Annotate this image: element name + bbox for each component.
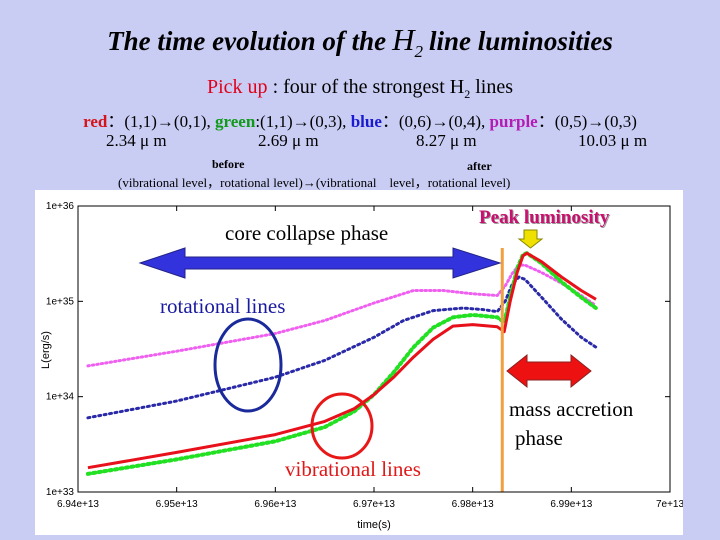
pickup-line: Pick up : four of the strongest H2 lines bbox=[0, 76, 720, 102]
series-layer bbox=[85, 251, 598, 476]
x-axis-label: time(s) bbox=[357, 519, 391, 531]
rotational-lines-label: rotational lines bbox=[160, 294, 286, 318]
core-collapse-label: core collapse phase bbox=[225, 221, 389, 245]
x-tick-label: 6.94e+13 bbox=[57, 499, 99, 510]
peak-luminosity-label: Peak luminosity bbox=[479, 207, 610, 228]
pickup-text: : four of the strongest bbox=[272, 76, 445, 98]
vibrational-lines-label: vibrational lines bbox=[285, 457, 421, 481]
pickup-post: lines bbox=[475, 76, 513, 98]
pickup-h: H bbox=[449, 76, 465, 98]
pickup-label: Pick up bbox=[207, 76, 268, 98]
mass-accretion-arrow bbox=[506, 353, 592, 389]
slide-title: The time evolution of the H2 line luminosi… bbox=[0, 22, 720, 62]
series-line-red bbox=[87, 251, 597, 470]
blue-label: blue bbox=[350, 112, 382, 131]
x-tick-label: 6.95e+13 bbox=[156, 499, 198, 510]
y-tick-label: 1e+34 bbox=[46, 392, 75, 403]
series-line-purple bbox=[86, 263, 598, 368]
x-tick-label: 6.99e+13 bbox=[550, 499, 592, 510]
line-list: red：(1,1)→(0,1), green:(1,1)→(0,3), blue… bbox=[0, 107, 720, 132]
x-tick-label: 7e+13 bbox=[656, 499, 683, 510]
vibrational-lines-circle bbox=[310, 392, 374, 460]
y-tick-label: 1e+33 bbox=[46, 487, 75, 498]
phase-label: phase bbox=[515, 426, 563, 450]
title-sub: 2 bbox=[414, 42, 424, 62]
title-text-pre: The time evolution of the bbox=[107, 26, 387, 56]
rotational-lines-circle bbox=[213, 317, 283, 413]
purple-transition: ：(0,5)→(0,3) bbox=[537, 112, 637, 131]
wavelength-purple: 10.03 μ m bbox=[578, 131, 648, 150]
green-transition: :(1,1)→(0,3), bbox=[255, 112, 347, 131]
title-text-post: line luminosities bbox=[429, 26, 613, 56]
wavelength-blue: 8.27 μ m bbox=[416, 131, 477, 150]
plot-frame bbox=[77, 205, 671, 493]
wavelength-red: 2.34 μ m bbox=[106, 131, 167, 150]
title-h2: H2 bbox=[392, 22, 423, 61]
before-label: before bbox=[212, 157, 245, 171]
mass-accretion-label: mass accretion bbox=[509, 397, 634, 421]
x-tick-label: 6.98e+13 bbox=[452, 499, 494, 510]
chart-panel: 6.94e+13 6.95e+13 6.96e+13 6.97e+13 6.98e+13… bbox=[35, 190, 683, 535]
axis-ticks: 6.94e+13 6.95e+13 6.96e+13 6.97e+13 6.98e+13… bbox=[46, 201, 683, 510]
green-label: green bbox=[215, 112, 256, 131]
luminosity-chart: 6.94e+13 6.95e+13 6.96e+13 6.97e+13 6.98e+13… bbox=[40, 201, 683, 531]
level-notation: (vibrational level，rotational level)→(vi… bbox=[118, 175, 511, 190]
y-tick-label: 1e+36 bbox=[46, 201, 75, 212]
y-tick-label: 1e+35 bbox=[46, 296, 75, 307]
y-axis-label: L(erg/s) bbox=[40, 331, 52, 369]
red-transition: ：(1,1)→(0,1), bbox=[107, 112, 211, 131]
wavelength-green: 2.69 μ m bbox=[258, 131, 319, 150]
pickup-sub: 2 bbox=[464, 87, 471, 101]
blue-transition: ：(0,6)→(0,4), bbox=[381, 112, 486, 131]
title-h: H bbox=[392, 22, 415, 57]
purple-label: purple bbox=[489, 112, 538, 131]
after-label: after bbox=[467, 159, 492, 173]
x-tick-label: 6.96e+13 bbox=[254, 499, 296, 510]
x-tick-label: 6.97e+13 bbox=[353, 499, 395, 510]
core-collapse-arrow bbox=[138, 247, 502, 279]
series-line-blue bbox=[86, 275, 598, 420]
red-label: red bbox=[83, 112, 108, 131]
peak-arrow bbox=[517, 229, 544, 249]
